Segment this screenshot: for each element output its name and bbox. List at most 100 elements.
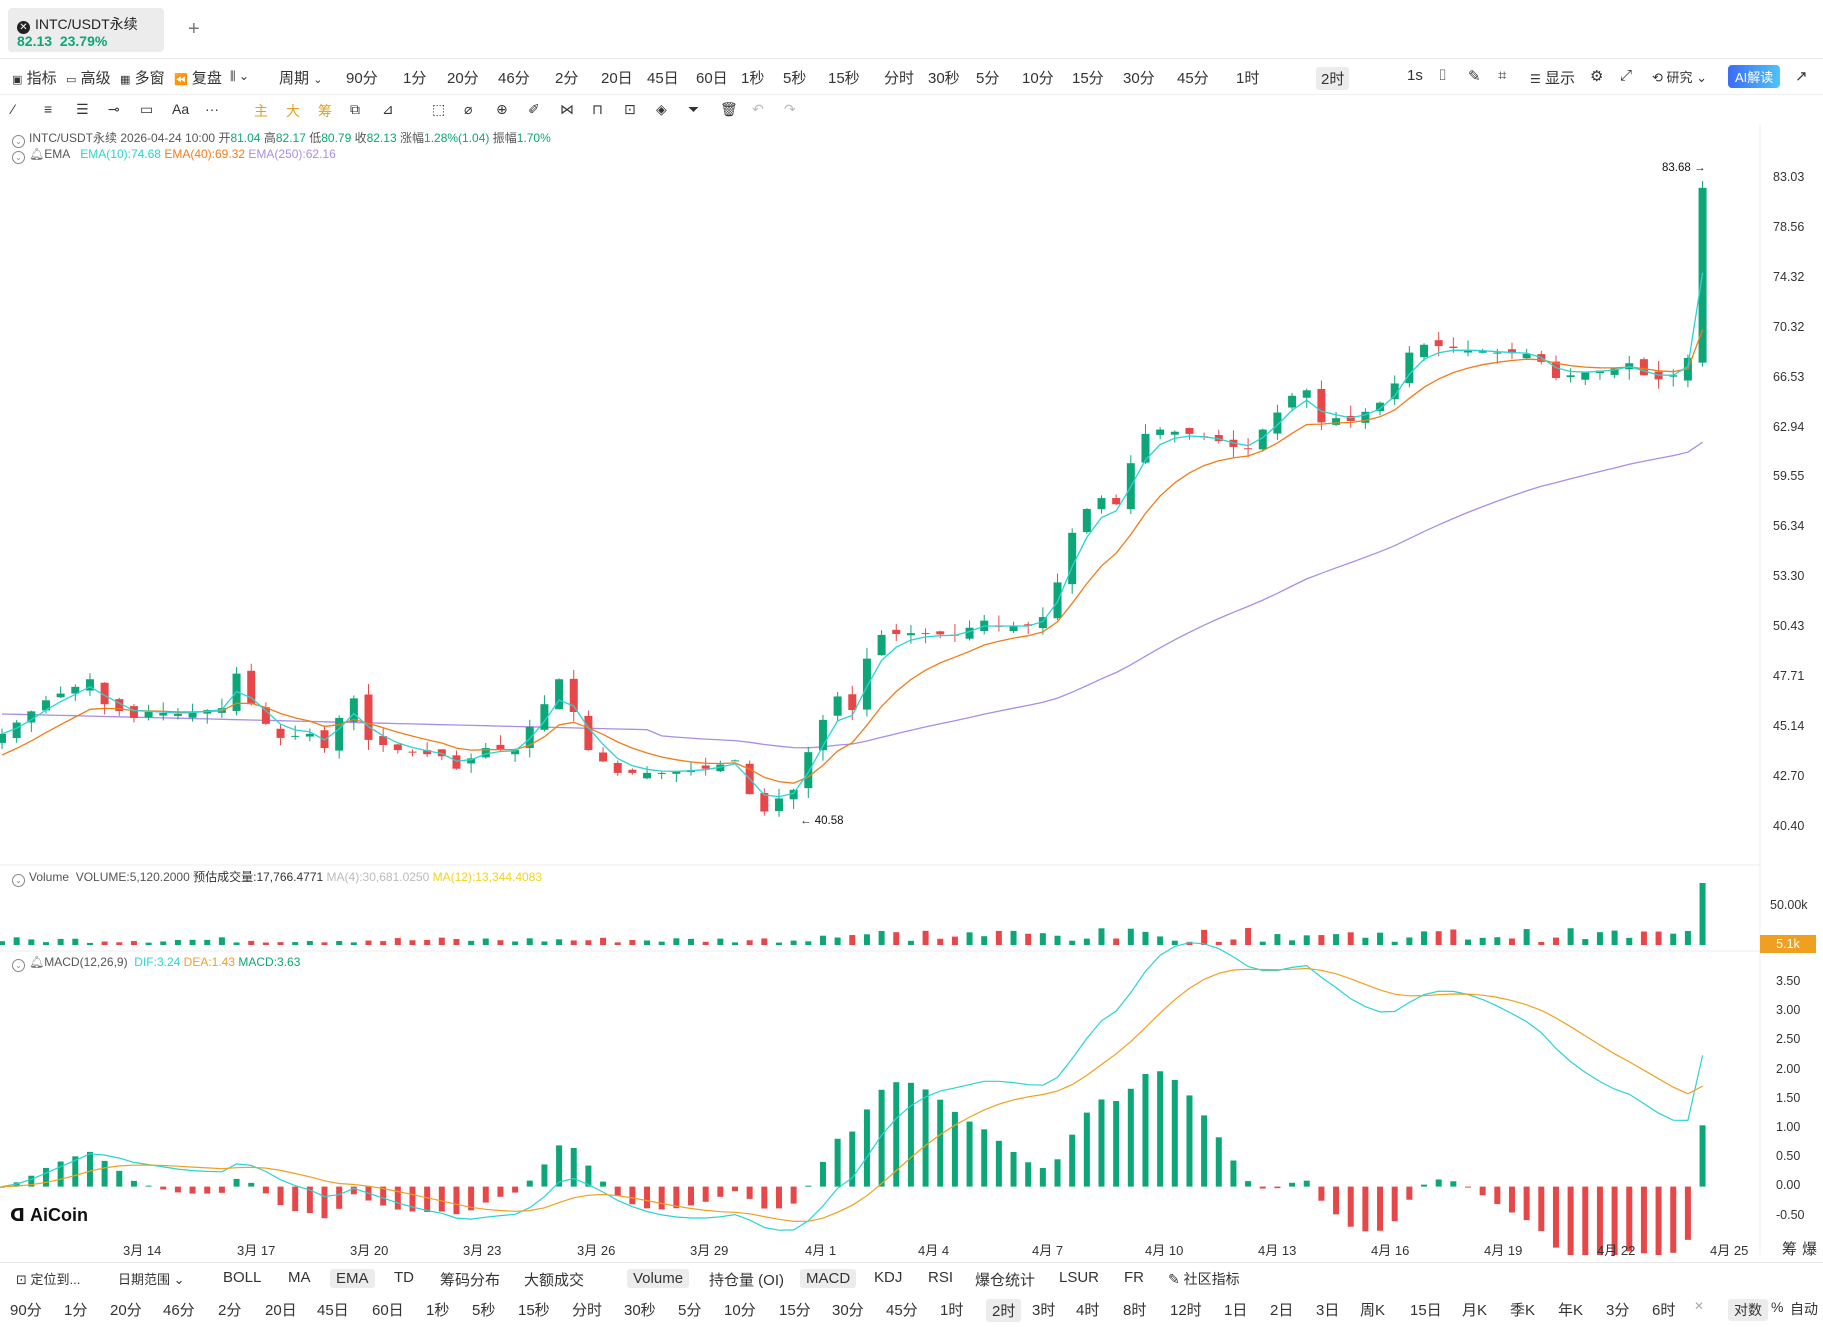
undo-icon[interactable]: ↶	[752, 101, 764, 117]
period-14[interactable]: 10分	[1022, 70, 1054, 87]
indicator-button[interactable]: ▣ 指标	[12, 67, 57, 88]
rectangle-icon[interactable]: ▭	[140, 101, 154, 117]
percent-scale-toggle[interactable]: %	[1771, 1299, 1784, 1315]
bottom-period-4[interactable]: 2分	[218, 1302, 242, 1319]
sub-indicator-3[interactable]: KDJ	[874, 1269, 903, 1286]
large-order-tool[interactable]: 大	[286, 103, 300, 119]
period-menu-button[interactable]: 周期 ⌄	[279, 67, 322, 88]
bottom-period-27[interactable]: 周K	[1360, 1302, 1386, 1319]
sub-indicator-4[interactable]: RSI	[928, 1269, 954, 1286]
magnet-icon[interactable]: ⋈	[560, 101, 574, 117]
period-15[interactable]: 15分	[1072, 70, 1104, 87]
copy-icon[interactable]: ⧉	[350, 101, 360, 117]
bottom-period-24[interactable]: 1日	[1224, 1302, 1248, 1319]
period-7[interactable]: 60日	[696, 70, 728, 87]
main-indicator-2[interactable]: EMA	[330, 1269, 375, 1288]
period-12[interactable]: 30秒	[928, 70, 960, 87]
share-icon[interactable]: ↗	[1795, 68, 1808, 85]
main-indicator-3[interactable]: TD	[394, 1269, 414, 1286]
ruler-icon[interactable]: ⊿	[382, 101, 394, 117]
main-force-tool[interactable]: 主	[254, 103, 268, 119]
price-chart[interactable]	[0, 125, 1823, 1255]
bottom-period-12[interactable]: 30秒	[624, 1302, 656, 1319]
eraser-icon[interactable]: ◈	[656, 101, 667, 117]
sub-indicator-2[interactable]: MACD	[800, 1269, 857, 1288]
chips-tool[interactable]: 筹	[318, 103, 332, 119]
main-indicator-1[interactable]: MA	[288, 1269, 311, 1286]
chart-type-button[interactable]: ⫼ ⌄	[230, 67, 249, 84]
bottom-period-11[interactable]: 分时	[572, 1302, 603, 1319]
trendline-icon[interactable]: ⁄	[12, 101, 15, 117]
bottom-period-21[interactable]: 4时	[1076, 1302, 1100, 1319]
sub-indicator-6[interactable]: LSUR	[1059, 1269, 1100, 1286]
period-9[interactable]: 5秒	[783, 70, 807, 87]
period-1[interactable]: 1分	[403, 70, 427, 87]
period-19[interactable]: 2时	[1316, 67, 1350, 90]
sub-indicator-1[interactable]: 持仓量 (OI)	[709, 1272, 784, 1289]
locate-button[interactable]: ⊡ 定位到...	[16, 1269, 80, 1288]
bottom-period-10[interactable]: 15秒	[518, 1302, 550, 1319]
bottom-period-8[interactable]: 1秒	[426, 1302, 450, 1319]
bottom-period-31[interactable]: 年K	[1558, 1302, 1584, 1319]
text-tool-icon[interactable]: Aa	[172, 101, 190, 117]
log-scale-toggle[interactable]: 对数	[1728, 1299, 1768, 1321]
bottom-period-26[interactable]: 3日	[1316, 1302, 1340, 1319]
bottom-period-30[interactable]: 季K	[1510, 1302, 1536, 1319]
bottom-period-3[interactable]: 46分	[163, 1302, 195, 1319]
period-10[interactable]: 15秒	[828, 70, 860, 87]
research-button[interactable]: ⟲ 研究 ⌄	[1652, 70, 1708, 85]
sub-indicator-5[interactable]: 爆仓统计	[975, 1272, 1036, 1289]
bottom-period-13[interactable]: 5分	[678, 1302, 702, 1319]
period-16[interactable]: 30分	[1123, 70, 1155, 87]
bottom-period-2[interactable]: 20分	[110, 1302, 142, 1319]
main-indicator-0[interactable]: BOLL	[223, 1269, 262, 1286]
display-button[interactable]: ☰ 显示	[1530, 67, 1575, 88]
chips-corner-label[interactable]: 筹	[1782, 1241, 1798, 1258]
period-13[interactable]: 5分	[976, 70, 1000, 87]
pen-icon[interactable]: ✎	[1468, 68, 1481, 85]
bottom-period-14[interactable]: 10分	[724, 1302, 756, 1319]
zoom-icon[interactable]: ⊕	[496, 101, 508, 117]
sub-indicator-7[interactable]: FR	[1124, 1269, 1144, 1286]
bottom-period-32[interactable]: 3分	[1606, 1302, 1630, 1319]
measure-icon[interactable]: ⌀	[464, 101, 473, 117]
bottom-period-33[interactable]: 6时	[1652, 1302, 1676, 1319]
community-indicator-button[interactable]: ✎ 社区指标	[1168, 1269, 1240, 1289]
auto-scale-toggle[interactable]: 自动	[1790, 1301, 1818, 1317]
ai-interpret-button[interactable]: AI解读	[1728, 65, 1781, 88]
multi-window-button[interactable]: ▦ 多窗	[120, 67, 165, 88]
period-0[interactable]: 90分	[346, 70, 378, 87]
select-icon[interactable]: ⬚	[432, 101, 446, 117]
collapse-icon[interactable]: ⌄	[12, 874, 25, 887]
horizontal-line-icon[interactable]: ⊸	[108, 101, 120, 117]
period-11[interactable]: 分时	[884, 70, 915, 87]
period-3[interactable]: 46分	[498, 70, 530, 87]
period-17[interactable]: 45分	[1177, 70, 1209, 87]
date-range-button[interactable]: 日期范围 ⌄	[118, 1272, 185, 1287]
main-indicator-5[interactable]: 大额成交	[524, 1272, 585, 1289]
period-4[interactable]: 2分	[555, 70, 579, 87]
bottom-period-7[interactable]: 60日	[372, 1302, 404, 1319]
bottom-period-5[interactable]: 20日	[265, 1302, 297, 1319]
period-5[interactable]: 20日	[601, 70, 633, 87]
bottom-period-23[interactable]: 12时	[1170, 1302, 1202, 1319]
advanced-button[interactable]: ▭ 高级	[66, 67, 111, 88]
bottom-period-6[interactable]: 45日	[317, 1302, 349, 1319]
settings-icon[interactable]: ⚙	[1590, 68, 1604, 85]
bell-icon[interactable]: 🔔︎	[29, 955, 45, 969]
camera-icon[interactable]: ⌷	[1438, 67, 1448, 84]
collapse-icon[interactable]: ⌄	[12, 151, 25, 164]
bottom-period-29[interactable]: 月K	[1462, 1302, 1488, 1319]
bottom-period-22[interactable]: 8时	[1123, 1302, 1147, 1319]
fib-icon[interactable]: ☰	[76, 101, 89, 117]
redo-icon[interactable]: ↷	[784, 101, 796, 117]
period-18[interactable]: 1时	[1236, 70, 1260, 87]
lock-icon[interactable]: ⊓	[592, 101, 603, 117]
fullscreen-icon[interactable]: ⤢	[1620, 67, 1633, 84]
bottom-period-9[interactable]: 5秒	[472, 1302, 496, 1319]
delete-icon[interactable]: 🗑	[720, 101, 738, 117]
collapse-icon[interactable]: ⌄	[12, 135, 25, 148]
bottom-period-16[interactable]: 30分	[832, 1302, 864, 1319]
close-icon[interactable]: ✕	[17, 21, 30, 34]
period-6[interactable]: 45日	[647, 70, 679, 87]
